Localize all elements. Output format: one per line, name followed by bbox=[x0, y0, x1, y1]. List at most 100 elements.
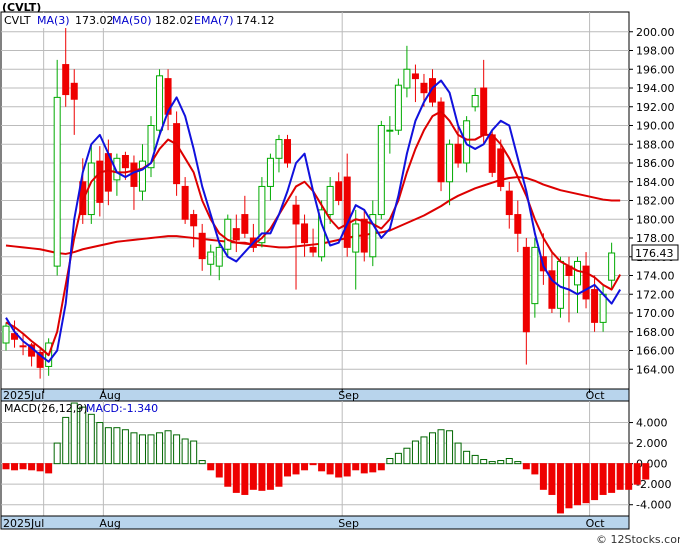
price-tick-label: 180.00 bbox=[636, 213, 675, 226]
candle-body-up bbox=[377, 125, 385, 216]
macd-bar-negative bbox=[574, 463, 582, 506]
last-price-tag: 176.43 bbox=[631, 244, 679, 261]
legend-ma50-value: 182.02 bbox=[155, 14, 194, 27]
candle-body-down bbox=[522, 246, 530, 333]
macd-bar-positive bbox=[96, 422, 104, 465]
macd-bar-positive bbox=[198, 460, 206, 465]
candle bbox=[582, 252, 590, 309]
candle-body-down bbox=[96, 160, 104, 203]
candle-body-down bbox=[514, 214, 522, 234]
candle-body-down bbox=[429, 78, 436, 103]
candle bbox=[121, 151, 129, 180]
macd-bar-negative bbox=[352, 463, 360, 471]
macd-bar-positive bbox=[463, 450, 471, 465]
candle bbox=[360, 209, 368, 262]
price-tick-label: 166.00 bbox=[636, 345, 675, 358]
candle-body-up bbox=[599, 293, 607, 323]
macd-tick-label: 2.000 bbox=[636, 437, 668, 450]
price-tick-label: 172.00 bbox=[636, 288, 675, 301]
candle-body-down bbox=[335, 181, 343, 201]
macd-bar-negative bbox=[343, 463, 351, 477]
macd-bar-negative bbox=[275, 463, 283, 487]
candle-body-down bbox=[420, 82, 428, 94]
macd-bar-positive bbox=[181, 438, 189, 465]
candle-body-down bbox=[505, 190, 513, 216]
price-x-label: 2025Jul bbox=[3, 389, 44, 402]
candle-body-up bbox=[446, 143, 454, 183]
candle bbox=[369, 200, 377, 267]
macd-bar-positive bbox=[147, 434, 155, 465]
candle bbox=[548, 252, 556, 313]
legend-ma50-label: MA(50) bbox=[112, 14, 152, 27]
macd-bar-negative bbox=[301, 463, 309, 471]
candle bbox=[454, 125, 462, 168]
candle-body-down bbox=[548, 270, 556, 309]
macd-bar-negative bbox=[582, 463, 590, 504]
macd-bar-positive bbox=[113, 427, 121, 465]
candle-body-down bbox=[62, 64, 70, 96]
candle bbox=[497, 139, 505, 192]
macd-legend-value: MACD:-1.340 bbox=[86, 402, 158, 415]
macd-bar-positive bbox=[164, 430, 172, 465]
macd-bar-negative bbox=[326, 463, 334, 475]
candle bbox=[574, 256, 582, 313]
price-x-label: Sep bbox=[338, 389, 359, 402]
macd-bar-negative bbox=[318, 463, 326, 472]
candle bbox=[437, 97, 445, 192]
candle-body-down bbox=[582, 265, 590, 300]
macd-bar-negative bbox=[19, 463, 27, 470]
candle bbox=[608, 242, 616, 290]
candle-body-down bbox=[309, 246, 317, 253]
macd-tick-label: 4.000 bbox=[636, 417, 668, 430]
candle-body-up bbox=[113, 157, 121, 181]
price-tick-label: 184.00 bbox=[636, 176, 675, 189]
candle-body-down bbox=[198, 232, 206, 260]
macd-legend-label: MACD(26,12,9) bbox=[4, 402, 88, 415]
macd-bar-positive bbox=[173, 434, 181, 465]
candle-body-down bbox=[181, 185, 189, 220]
macd-bar-positive bbox=[53, 442, 61, 465]
macd-x-label: Aug bbox=[99, 517, 120, 530]
macd-bar-negative bbox=[556, 463, 564, 514]
macd-y-axis: -4.000 -2.000 0.000 2.000 4.000 bbox=[629, 417, 671, 512]
macd-bar-negative bbox=[2, 463, 10, 470]
candle-body-up bbox=[266, 157, 274, 187]
macd-bar-negative bbox=[377, 463, 385, 471]
candle-body-up bbox=[53, 96, 61, 267]
candle bbox=[283, 134, 291, 168]
candle bbox=[138, 144, 146, 201]
moving-average-layer bbox=[5, 79, 622, 363]
candle-body-down bbox=[437, 101, 445, 183]
candle-body-up bbox=[326, 185, 334, 216]
macd-bar-negative bbox=[266, 463, 274, 490]
macd-tick-label: -4.000 bbox=[636, 499, 671, 512]
macd-bar-positive bbox=[471, 454, 479, 465]
macd-bar-positive bbox=[454, 442, 462, 465]
candle bbox=[258, 177, 266, 248]
price-tick-label: 188.00 bbox=[636, 138, 675, 151]
price-x-label: Oct bbox=[586, 389, 606, 402]
candle bbox=[224, 214, 232, 257]
candle-body-up bbox=[403, 68, 411, 89]
candle-body-down bbox=[360, 218, 368, 253]
candle bbox=[156, 69, 164, 135]
price-tick-label: 182.00 bbox=[636, 195, 675, 208]
legend-ma3-label: MA(3) bbox=[37, 14, 70, 27]
candle bbox=[36, 348, 44, 379]
candle-body-down bbox=[411, 73, 419, 80]
candle-body-up bbox=[574, 260, 582, 286]
macd-bar-negative bbox=[36, 463, 44, 472]
candle bbox=[446, 139, 454, 206]
candle bbox=[335, 172, 343, 206]
candle-body-up bbox=[207, 251, 215, 265]
candle-body-down bbox=[292, 204, 300, 225]
price-tick-label: 186.00 bbox=[636, 157, 675, 170]
price-tick-label: 170.00 bbox=[636, 307, 675, 320]
price-tick-label: 164.00 bbox=[636, 363, 675, 376]
candle bbox=[352, 209, 360, 290]
candle bbox=[377, 120, 385, 220]
macd-bar-negative bbox=[642, 463, 650, 480]
macd-bar-positive bbox=[190, 440, 198, 465]
macd-bar-positive bbox=[62, 416, 70, 465]
